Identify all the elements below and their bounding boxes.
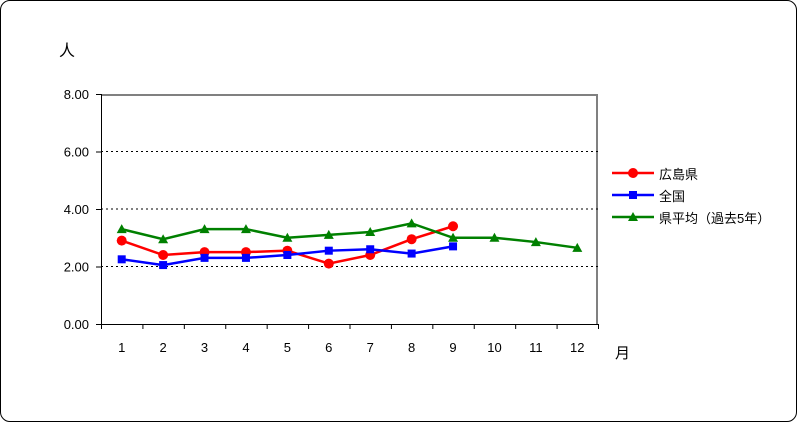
data-point-triangle [406, 218, 417, 228]
y-tick-label: 8.00 [64, 87, 89, 102]
x-tick-label: 3 [201, 340, 208, 355]
data-point-triangle [116, 224, 127, 234]
data-point-triangle [365, 227, 376, 236]
legend-label: 全国 [659, 188, 686, 204]
x-tick-label: 8 [408, 340, 415, 355]
x-tick-label: 5 [284, 340, 291, 355]
series-line-2 [121, 222, 578, 250]
data-point-circle [158, 250, 169, 260]
x-axis-title: 月 [615, 345, 631, 362]
data-point-square [449, 242, 458, 251]
data-point-square [366, 245, 375, 254]
data-point-square [241, 253, 250, 262]
y-axis-title: 人 [59, 43, 76, 60]
data-point-triangle [323, 229, 334, 239]
data-point-circle [448, 221, 459, 232]
data-point-triangle [199, 224, 210, 234]
x-tick-label: 11 [529, 340, 543, 355]
data-point-triangle [158, 234, 169, 244]
data-point-square [117, 255, 126, 264]
data-point-square [324, 246, 333, 255]
x-tick-label: 4 [242, 340, 249, 355]
plot-border [101, 94, 598, 324]
legend-label: 広島県 [659, 166, 699, 182]
data-point-triangle [448, 232, 459, 242]
x-tick-label: 9 [449, 340, 456, 355]
data-point-triangle [282, 232, 293, 242]
legend-marker-circle [612, 168, 654, 178]
data-point-triangle [489, 232, 500, 242]
legend-marker-triangle [612, 212, 654, 221]
chart-legend: 広島県 全国 県平均（過去5年） [611, 164, 770, 226]
data-point-triangle [240, 224, 251, 234]
x-tick-label: 1 [118, 340, 125, 355]
y-tick-label: 2.00 [64, 260, 89, 275]
y-tick-label: 0.00 [64, 317, 89, 332]
data-point-circle [323, 258, 334, 269]
legend-marker-square [612, 191, 654, 199]
data-point-triangle [572, 242, 583, 252]
legend-item-pref-average: 県平均（過去5年） [611, 208, 770, 226]
data-point-square [200, 253, 209, 262]
data-point-square [283, 251, 292, 259]
x-tick-label: 2 [160, 340, 167, 355]
x-tick-label: 7 [367, 340, 374, 355]
legend-label: 県平均（過去5年） [659, 210, 771, 226]
data-point-square [407, 249, 416, 258]
legend-item-national: 全国 [611, 186, 770, 204]
y-tick-label: 6.00 [64, 145, 89, 160]
x-tick-label: 12 [570, 340, 584, 355]
data-point-square [159, 261, 168, 270]
x-tick-label: 10 [487, 340, 501, 355]
data-point-circle [406, 234, 417, 245]
y-tick-label: 4.00 [64, 202, 89, 217]
data-point-triangle [530, 237, 541, 247]
data-point-circle [116, 235, 127, 246]
legend-item-hiroshima: 広島県 [611, 164, 770, 182]
x-tick-label: 6 [325, 340, 332, 355]
